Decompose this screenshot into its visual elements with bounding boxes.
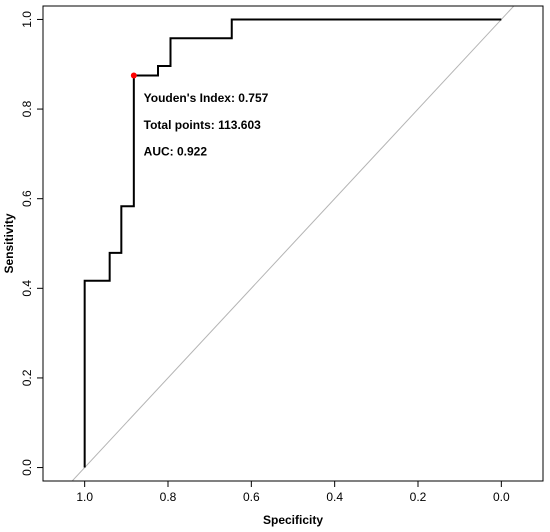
x-tick-label: 0.4 — [326, 490, 343, 504]
annotation-text: AUC: 0.922 — [144, 145, 208, 159]
y-axis-title: Sensitivity — [2, 213, 16, 273]
reference-diagonal-line — [71, 6, 515, 481]
annotation-text: Youden's Index: 0.757 — [144, 91, 269, 105]
youden-optimal-point — [130, 72, 137, 79]
x-tick-label: 0.8 — [160, 490, 177, 504]
y-tick-label: 0.2 — [20, 369, 34, 386]
annotations: Youden's Index: 0.757 Total points: 113.6… — [144, 91, 269, 159]
x-tick-label: 0.2 — [410, 490, 427, 504]
y-tick-label: 1.0 — [20, 11, 34, 28]
x-tick-label: 0.0 — [493, 490, 510, 504]
annotation-text: Total points: 113.603 — [144, 118, 261, 132]
x-axis-ticks: 1.0 0.8 0.6 0.4 0.2 0.0 — [76, 481, 510, 504]
x-tick-label: 0.6 — [243, 490, 260, 504]
y-tick-label: 0.4 — [20, 280, 34, 297]
x-tick-label: 1.0 — [76, 490, 93, 504]
y-tick-label: 0.8 — [20, 100, 34, 117]
x-axis-title: Specificity — [263, 513, 323, 527]
y-tick-label: 0.6 — [20, 190, 34, 207]
plot-content — [71, 6, 515, 481]
y-axis-ticks: 0.0 0.2 0.4 0.6 0.8 1.0 — [20, 11, 43, 476]
y-tick-label: 0.0 — [20, 459, 34, 476]
